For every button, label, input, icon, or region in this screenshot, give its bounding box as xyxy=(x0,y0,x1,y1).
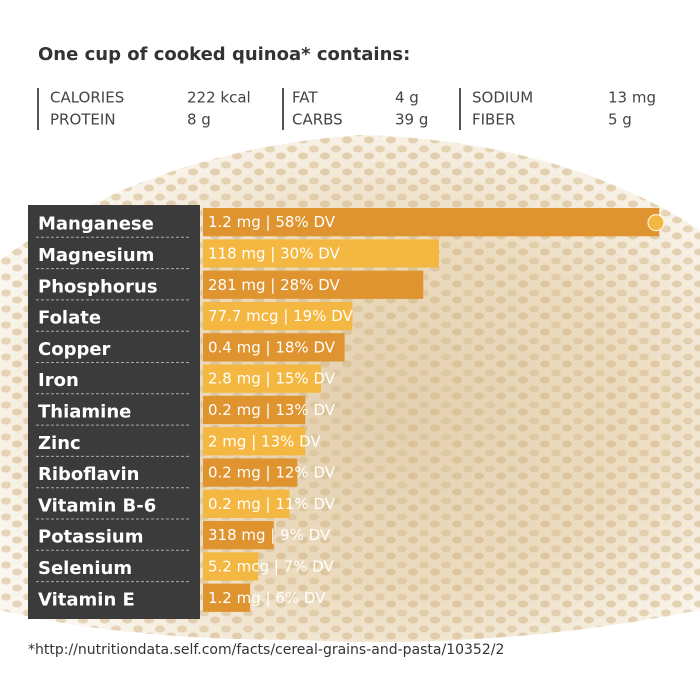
fact-value: 4 g xyxy=(395,89,419,107)
bar xyxy=(203,552,259,581)
fact-label: SODIUM xyxy=(472,89,533,107)
fact-value: 222 kcal xyxy=(187,89,251,107)
fact-label: CARBS xyxy=(292,111,343,129)
value-label: 0.2 mg | 12% DV xyxy=(208,464,336,482)
bar xyxy=(203,301,353,331)
category-label: Manganese xyxy=(38,214,154,235)
bar xyxy=(203,395,306,425)
category-label: Selenium xyxy=(38,558,132,579)
source: *http://nutritiondata.self.com/facts/cer… xyxy=(28,642,504,658)
value-label: 0.4 mg | 18% DV xyxy=(208,338,336,356)
bar xyxy=(203,458,298,487)
value-label: 77.7 mcg | 19% DV xyxy=(208,307,354,325)
category-label: Folate xyxy=(38,308,101,329)
category-label: Magnesium xyxy=(38,245,154,266)
fact-value: 5 g xyxy=(608,111,632,129)
category-label: Riboflavin xyxy=(38,464,140,485)
value-label: 118 mg | 30% DV xyxy=(208,244,341,262)
title: One cup of cooked quinoa* contains: xyxy=(38,44,410,65)
bar xyxy=(203,239,439,268)
category-label: Vitamin B-6 xyxy=(38,495,156,516)
value-label: 1.2 mg | 6% DV xyxy=(208,589,326,607)
category-label: Iron xyxy=(38,370,79,391)
bar xyxy=(203,270,424,299)
fact-value: 39 g xyxy=(395,111,428,129)
category-label: Copper xyxy=(38,339,111,360)
value-label: 0.2 mg | 11% DV xyxy=(208,495,336,513)
value-label: 2 mg | 13% DV xyxy=(208,432,321,450)
category-label: Vitamin E xyxy=(38,589,135,610)
value-label: 1.2 mg | 58% DV xyxy=(208,213,336,231)
expand-icon xyxy=(647,214,665,232)
bar xyxy=(203,208,660,237)
bar xyxy=(203,583,251,612)
fact-label: FIBER xyxy=(472,111,515,129)
value-label: 5.2 mcg | 7% DV xyxy=(208,557,334,575)
category-label: Zinc xyxy=(38,433,81,454)
value-label: 318 mg | 9% DV xyxy=(208,526,331,544)
bar xyxy=(203,427,306,456)
fact-value: 8 g xyxy=(187,111,211,129)
bar xyxy=(203,521,274,550)
category-label: Potassium xyxy=(38,527,143,548)
value-label: 281 mg | 28% DV xyxy=(208,276,341,294)
fact-label: FAT xyxy=(292,89,318,107)
fact-label: PROTEIN xyxy=(50,111,116,129)
fact-value: 13 mg xyxy=(608,89,656,107)
category-label: Phosphorus xyxy=(38,276,158,297)
value-label: 0.2 mg | 13% DV xyxy=(208,401,336,419)
category-label: Thiamine xyxy=(38,401,131,422)
fact-label: CALORIES xyxy=(50,89,124,107)
value-label: 2.8 mg | 15% DV xyxy=(208,370,336,388)
bar xyxy=(203,489,290,518)
bar xyxy=(203,333,345,362)
bar xyxy=(203,364,321,393)
